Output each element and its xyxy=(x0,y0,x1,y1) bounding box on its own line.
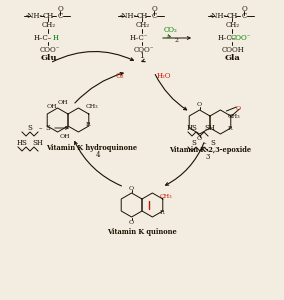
Text: 1: 1 xyxy=(139,52,145,60)
Text: COO⁻: COO⁻ xyxy=(231,34,251,42)
Text: CH₂: CH₂ xyxy=(136,21,150,29)
Text: CH: CH xyxy=(42,12,54,20)
Text: CO₂: CO₂ xyxy=(163,26,177,34)
Text: OH: OH xyxy=(60,134,70,140)
Text: HS: HS xyxy=(187,124,197,132)
Text: S: S xyxy=(210,139,216,147)
Text: 2: 2 xyxy=(175,38,179,43)
Text: S: S xyxy=(192,139,197,147)
Text: –: – xyxy=(202,139,206,147)
Text: CH: CH xyxy=(136,12,148,20)
Text: S: S xyxy=(28,124,32,132)
Text: Gla: Gla xyxy=(225,54,241,62)
Text: CH₃: CH₃ xyxy=(86,103,99,109)
Text: O: O xyxy=(151,5,157,13)
Text: O: O xyxy=(129,185,134,190)
Text: Vitamin K hydroquinone: Vitamin K hydroquinone xyxy=(46,144,137,152)
Text: COOH: COOH xyxy=(222,46,244,54)
Text: O₂: O₂ xyxy=(116,72,124,80)
Text: CH₃: CH₃ xyxy=(160,194,173,200)
Text: -NH-: -NH- xyxy=(26,12,42,20)
Text: C: C xyxy=(57,12,63,20)
Text: O: O xyxy=(236,106,241,110)
Text: R: R xyxy=(228,125,233,130)
Text: CH: CH xyxy=(226,12,238,20)
Text: SH: SH xyxy=(204,124,216,132)
Text: -NH-: -NH- xyxy=(210,12,226,20)
Text: S: S xyxy=(45,124,51,132)
Text: –: – xyxy=(38,124,42,132)
Text: O: O xyxy=(197,136,202,142)
Text: SH: SH xyxy=(33,139,43,147)
Text: O: O xyxy=(241,5,247,13)
Text: H–C⁻: H–C⁻ xyxy=(130,34,148,42)
Text: H₂O: H₂O xyxy=(157,72,171,80)
Text: O: O xyxy=(197,103,202,107)
Text: H–C–: H–C– xyxy=(34,34,52,42)
Text: COO⁻: COO⁻ xyxy=(134,46,154,54)
Text: C: C xyxy=(151,12,156,20)
Text: O: O xyxy=(129,220,134,224)
Text: C: C xyxy=(241,12,247,20)
Text: COO⁻: COO⁻ xyxy=(40,46,60,54)
Text: -NH-: -NH- xyxy=(120,12,136,20)
Text: Vitamin K quinone: Vitamin K quinone xyxy=(107,228,177,236)
Text: CH₂: CH₂ xyxy=(42,21,56,29)
Text: CH₃: CH₃ xyxy=(228,113,241,119)
Text: 3: 3 xyxy=(206,153,210,161)
Text: OH: OH xyxy=(58,100,68,106)
Text: OH: OH xyxy=(46,104,57,109)
Text: H: H xyxy=(53,34,59,42)
Text: R: R xyxy=(160,211,165,215)
Text: Glu: Glu xyxy=(41,54,57,62)
Text: HS: HS xyxy=(16,139,28,147)
Text: CH₂: CH₂ xyxy=(226,21,240,29)
Text: 4: 4 xyxy=(96,151,100,159)
Text: R: R xyxy=(86,122,91,127)
Text: O: O xyxy=(57,5,63,13)
Text: Vitamin K-2,3-epoxide: Vitamin K-2,3-epoxide xyxy=(169,146,251,154)
Text: H–C–: H–C– xyxy=(218,34,236,42)
